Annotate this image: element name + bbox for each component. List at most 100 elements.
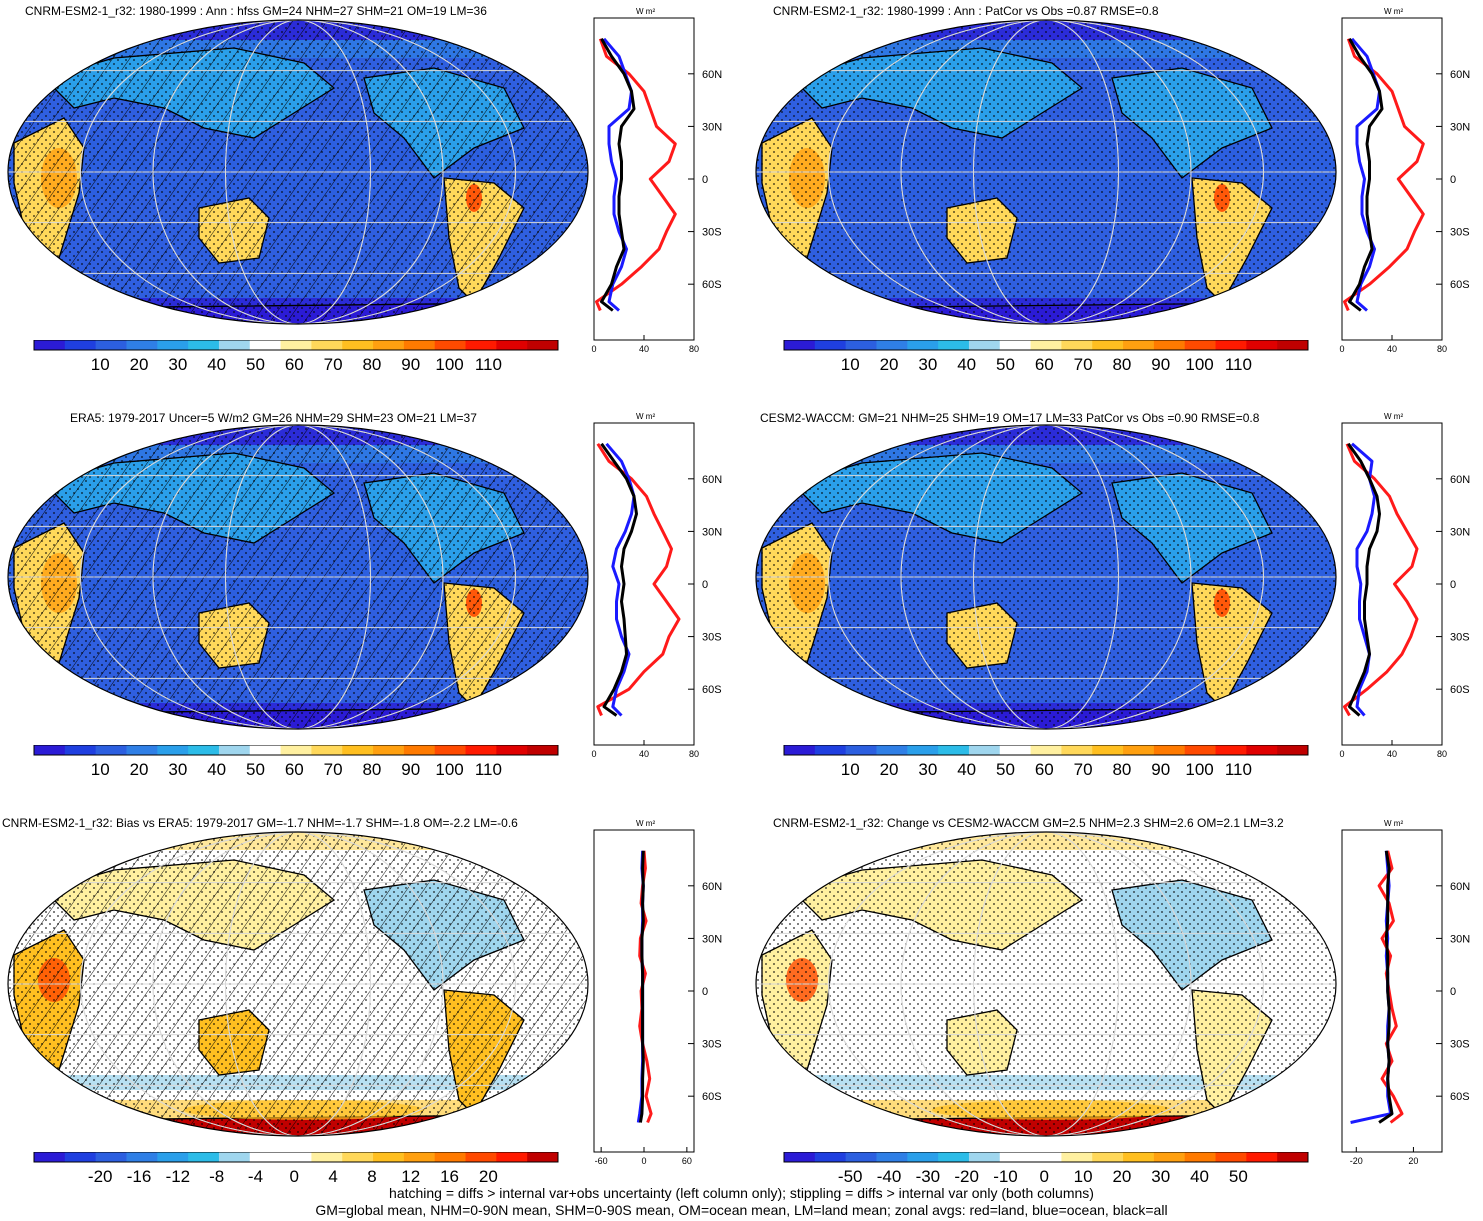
colorbar-swatch — [907, 745, 939, 755]
zonal-mean-plot: W m² 60N 30N 0 30S 60S 0 40 80 — [591, 7, 722, 354]
colorbar-swatch — [34, 1152, 66, 1162]
colorbar-tick-label: 40 — [207, 355, 226, 374]
graticule — [756, 832, 1336, 1136]
colorbar: 10 20 30 40 50 60 70 80 90 100 110 — [783, 745, 1309, 779]
map-outline — [7, 19, 589, 325]
colorbar-swatch — [311, 340, 343, 350]
colorbar-swatch — [249, 745, 282, 755]
colorbar-swatch — [907, 340, 939, 350]
colorbar-swatch — [527, 1152, 559, 1162]
zonal-mean-plot: W m² 60N 30N 0 30S 60S 0 40 80 — [1339, 412, 1470, 759]
colorbar-swatch — [845, 745, 877, 755]
colorbar-swatch — [126, 745, 158, 755]
colorbar-swatch — [311, 745, 343, 755]
colorbar-swatch — [1184, 1152, 1217, 1162]
colorbar-swatch — [814, 1152, 847, 1162]
panel-title: CNRM-ESM2-1_r32: 1980-1999 : Ann : hfss … — [25, 4, 487, 18]
xtick-label: 80 — [1437, 344, 1447, 354]
xtick-label: 0 — [641, 1156, 646, 1166]
xtick-label: -20 — [1350, 1156, 1363, 1166]
map-plot — [755, 19, 1337, 325]
colorbar-swatch — [784, 340, 816, 350]
panel-p1: CNRM-ESM2-1_r32: 1980-1999 : Ann : hfss … — [0, 0, 735, 400]
colorbar-tick-label: -50 — [838, 1167, 863, 1186]
colorbar: -20 -16 -12 -8 -4 0 4 8 12 16 20 — [33, 1152, 559, 1186]
colorbar-tick-label: 10 — [91, 355, 110, 374]
colorbar-tick-label: 100 — [1185, 355, 1213, 374]
colorbar-swatch — [1277, 745, 1309, 755]
graticule — [756, 425, 1336, 729]
colorbar-swatch — [373, 1152, 405, 1162]
colorbar-tick-label: -20 — [954, 1167, 979, 1186]
xtick-label: 20 — [1408, 1156, 1418, 1166]
ytick-label: 60S — [1450, 684, 1470, 696]
colorbar-swatch — [938, 340, 970, 350]
colorbar-swatch — [527, 340, 559, 350]
footer-line-2: GM=global mean, NHM=0-90N mean, SHM=0-90… — [315, 1202, 1168, 1218]
colorbar-swatch — [64, 745, 97, 755]
colorbar-swatch — [784, 745, 816, 755]
colorbar: -50 -40 -30 -20 -10 0 10 20 30 40 50 — [783, 1152, 1309, 1186]
colorbar-swatch — [845, 1152, 877, 1162]
colorbar-outline — [783, 1152, 1309, 1163]
colorbar-tick-label: -12 — [166, 1167, 191, 1186]
ytick-label: 60N — [702, 881, 722, 893]
colorbar-swatch — [814, 745, 847, 755]
colorbar-swatch — [465, 1152, 497, 1162]
colorbar-outline — [33, 745, 559, 756]
colorbar-swatch — [434, 1152, 467, 1162]
colorbar-swatch — [1030, 340, 1062, 350]
ytick-label: 30N — [1450, 526, 1470, 538]
colorbar-tick-label: 30 — [918, 760, 937, 779]
map-plot — [755, 831, 1337, 1137]
colorbar-swatch — [34, 745, 66, 755]
panel-title: CNRM-ESM2-1_r32: 1980-1999 : Ann : PatCo… — [773, 4, 1159, 18]
colorbar: 10 20 30 40 50 60 70 80 90 100 110 — [783, 340, 1309, 374]
continent-greenland — [522, 437, 580, 479]
colorbar-tick-label: 4 — [328, 1167, 337, 1186]
ytick-label: 30N — [702, 526, 722, 538]
ytick-label: 0 — [702, 579, 708, 591]
zonal-line-land — [596, 442, 681, 717]
colorbar-tick-label: -40 — [877, 1167, 902, 1186]
colorbar-swatch — [95, 745, 127, 755]
colorbar-tick-label: 110 — [475, 355, 502, 374]
colorbar-swatch — [249, 340, 282, 350]
colorbar-outline — [783, 340, 1309, 351]
colorbar-swatch — [342, 1152, 374, 1162]
colorbar-tick-label: 8 — [367, 1167, 376, 1186]
map-outline — [755, 424, 1337, 730]
colorbar-swatch — [876, 745, 908, 755]
colorbar-tick-label: 30 — [168, 355, 187, 374]
colorbar-tick-label: 10 — [91, 760, 110, 779]
zonal-unit-label: W m² — [1384, 819, 1403, 828]
zonal-line-all — [600, 38, 636, 312]
xtick-label: 40 — [1387, 749, 1397, 759]
map-plot — [7, 19, 589, 325]
colorbar-tick-label: -30 — [916, 1167, 941, 1186]
colorbar-tick-label: -4 — [248, 1167, 263, 1186]
zonal-unit-label: W m² — [1384, 7, 1403, 16]
map-outline — [7, 424, 589, 730]
colorbar-swatch — [280, 340, 312, 350]
colorbar-swatch — [1246, 1152, 1278, 1162]
colorbar-swatch — [188, 1152, 220, 1162]
colorbar-swatch — [403, 745, 436, 755]
colorbar-tick-label: 20 — [130, 355, 149, 374]
colorbar-swatch — [814, 340, 847, 350]
ytick-label: 30N — [1450, 121, 1470, 133]
colorbar-swatch — [876, 340, 908, 350]
ytick-label: 60S — [702, 1091, 722, 1103]
colorbar-tick-label: 80 — [362, 760, 381, 779]
colorbar-swatch — [845, 340, 877, 350]
colorbar-tick-label: 50 — [996, 760, 1015, 779]
ytick-label: 30S — [1450, 227, 1470, 239]
continent-greenland — [1270, 844, 1328, 886]
graticule — [756, 20, 1336, 324]
colorbar-tick-label: 40 — [957, 760, 976, 779]
graticule — [8, 425, 588, 729]
map-plot — [755, 424, 1337, 730]
ytick-label: 0 — [1450, 579, 1456, 591]
map-plot — [7, 831, 589, 1137]
continent-greenland — [522, 32, 580, 74]
